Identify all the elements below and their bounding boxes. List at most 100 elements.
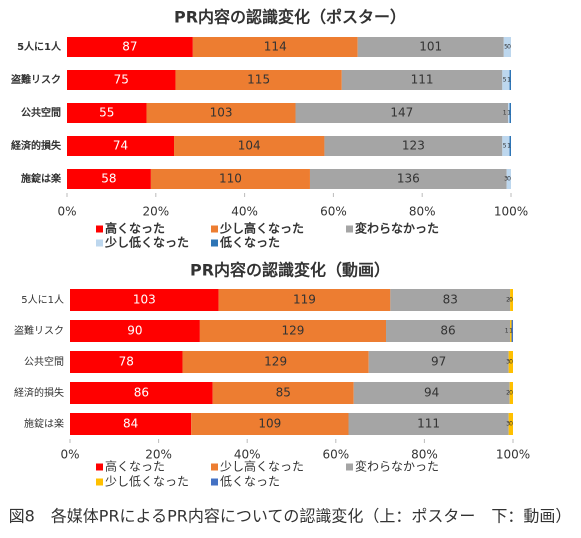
x-tick-label: 60%: [320, 205, 347, 219]
data-label: 129: [264, 355, 287, 369]
data-label: 0: [509, 421, 513, 428]
bar-segment: [508, 413, 513, 435]
bar-segment: [348, 413, 509, 435]
data-label: 84: [123, 417, 138, 431]
legend-swatch: [346, 463, 353, 471]
bar-segment: [509, 382, 513, 404]
bar-segment: [309, 169, 507, 189]
bar-segment: [150, 169, 310, 189]
bar-segment: [510, 289, 513, 311]
y-tick-label: 5人に1人: [17, 40, 62, 53]
legend-label: 少し低くなった: [104, 235, 189, 250]
legend-label: 低くなった: [220, 475, 280, 489]
data-label: 119: [293, 293, 316, 307]
legend-swatch: [96, 463, 103, 471]
chart-title: PR内容の認識変化（ポスター）: [174, 8, 406, 27]
data-label: 86: [440, 324, 455, 338]
data-label: 85: [276, 386, 291, 400]
x-tick-label: 0%: [57, 205, 76, 219]
bar-segment: [357, 37, 504, 57]
legend-label: 少し低くなった: [105, 475, 189, 489]
bar-segment: [70, 320, 200, 342]
bar-segment: [182, 351, 369, 373]
bar-segment: [67, 169, 151, 189]
data-label: 115: [247, 73, 270, 87]
data-label: 103: [133, 293, 156, 307]
data-label: 0: [509, 390, 513, 397]
legend-label: 少し高くなった: [220, 459, 304, 474]
legend-swatch: [211, 463, 218, 471]
data-label: 111: [411, 73, 434, 87]
bar-segment: [192, 37, 358, 57]
y-tick-label: 5人に1人: [21, 294, 64, 306]
data-label: 129: [281, 324, 304, 338]
data-label: 2: [506, 390, 510, 397]
bar-segment: [508, 103, 510, 123]
data-label: 3: [506, 359, 510, 366]
data-label: 74: [113, 139, 128, 153]
data-label: 90: [127, 324, 142, 338]
data-label: 0: [509, 359, 513, 366]
x-tick-label: 40%: [234, 448, 261, 462]
bar-segment: [341, 70, 503, 90]
bar-segment: [511, 320, 513, 342]
data-label: 123: [402, 139, 425, 153]
legend-swatch: [211, 239, 218, 247]
data-label: 86: [134, 386, 149, 400]
data-label: 0: [507, 44, 511, 51]
data-label: 1: [509, 328, 513, 335]
data-label: 94: [424, 386, 439, 400]
data-label: 114: [264, 40, 287, 54]
bar-segment: [502, 136, 510, 156]
x-tick-label: 80%: [409, 205, 436, 219]
bar-segment: [67, 37, 193, 57]
data-label: 110: [219, 172, 242, 186]
x-tick-label: 60%: [322, 448, 349, 462]
data-label: 111: [417, 417, 440, 431]
data-label: 87: [122, 40, 137, 54]
legend-label: 高くなった: [105, 221, 165, 236]
legend-swatch: [96, 478, 103, 486]
bar-segment: [191, 413, 349, 435]
x-tick-label: 20%: [142, 205, 169, 219]
y-tick-label: 盗難リスク: [11, 73, 61, 86]
bar-segment: [175, 70, 342, 90]
bar-segment: [506, 169, 511, 189]
data-label: 109: [258, 417, 281, 431]
data-label: 147: [390, 106, 413, 120]
y-tick-label: 施錠は楽: [24, 417, 64, 430]
legend-swatch: [211, 225, 218, 233]
legend-swatch: [346, 225, 353, 233]
y-tick-label: 経済的損失: [11, 139, 62, 152]
legend-label: 少し高くなった: [219, 221, 304, 236]
bar-segment: [70, 289, 219, 311]
data-label: 1: [505, 328, 509, 335]
y-tick-label: 施錠は楽: [21, 172, 62, 185]
bar-segment: [508, 351, 513, 373]
data-label: 75: [114, 73, 129, 87]
bar-segment: [386, 320, 511, 342]
y-tick-label: 盗難リスク: [14, 324, 64, 337]
bar-segment: [353, 382, 510, 404]
legend-label: 高くなった: [105, 459, 165, 474]
data-label: 2: [506, 297, 510, 304]
bar-segment: [218, 289, 391, 311]
data-label: 136: [397, 172, 420, 186]
bar-segment: [390, 289, 511, 311]
bar-segment: [174, 136, 325, 156]
x-tick-label: 100%: [496, 448, 530, 462]
bar-segment: [503, 37, 511, 57]
data-label: 55: [99, 106, 114, 120]
data-label: 58: [101, 172, 116, 186]
bar-segment: [70, 351, 183, 373]
data-label: 83: [443, 293, 458, 307]
data-label: 5: [504, 44, 508, 51]
x-tick-label: 100%: [494, 205, 528, 219]
data-label: 1: [507, 143, 511, 150]
bar-segment: [212, 382, 354, 404]
legend-label: 低くなった: [219, 235, 280, 250]
bar-segment: [295, 103, 509, 123]
caption: 図8 各媒体PRによるPR内容についての認識変化（上：ポスター 下：動画）: [9, 507, 572, 526]
data-label: 1: [507, 110, 511, 117]
